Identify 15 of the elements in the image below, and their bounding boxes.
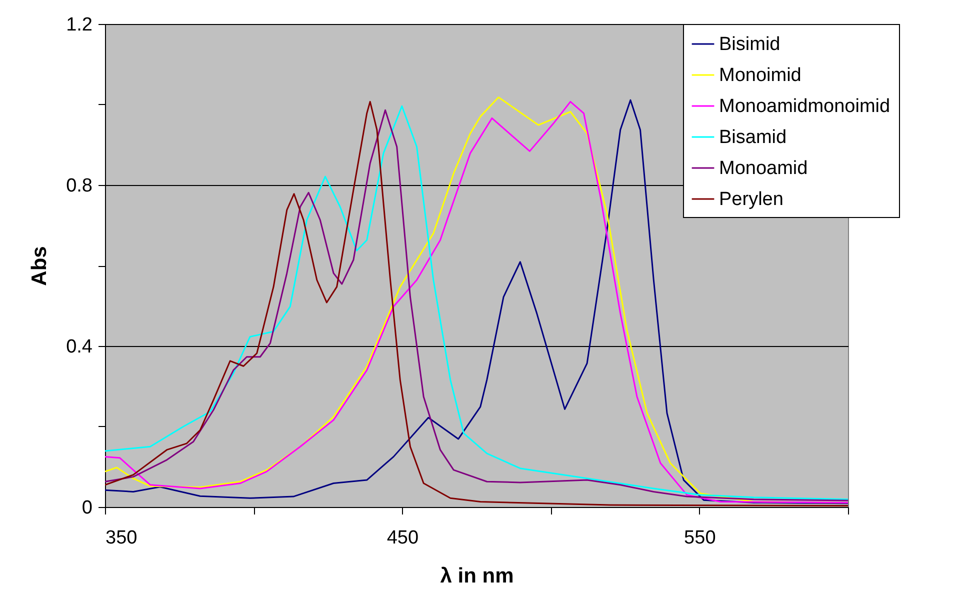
y-tick-label: 0.8 (66, 176, 92, 196)
x-tick-label: 350 (106, 528, 138, 548)
legend-label: Monoamidmonoimid (719, 96, 890, 117)
legend-label: Bisimid (719, 34, 780, 55)
legend-label: Monoimid (719, 65, 802, 86)
x-axis-title: λ in nm (440, 564, 514, 588)
y-tick-label: 0.4 (66, 336, 93, 358)
x-tick-label: 450 (386, 528, 419, 548)
y-tick-label: 1.2 (66, 14, 92, 36)
legend-label: Monoamid (719, 158, 808, 179)
legend-label: Bisamid (719, 127, 787, 148)
x-tick-label: 550 (684, 528, 716, 548)
y-tick-label: 0 (82, 498, 92, 518)
legend-label: Perylen (719, 189, 784, 210)
y-axis-title: Abs (28, 246, 52, 286)
